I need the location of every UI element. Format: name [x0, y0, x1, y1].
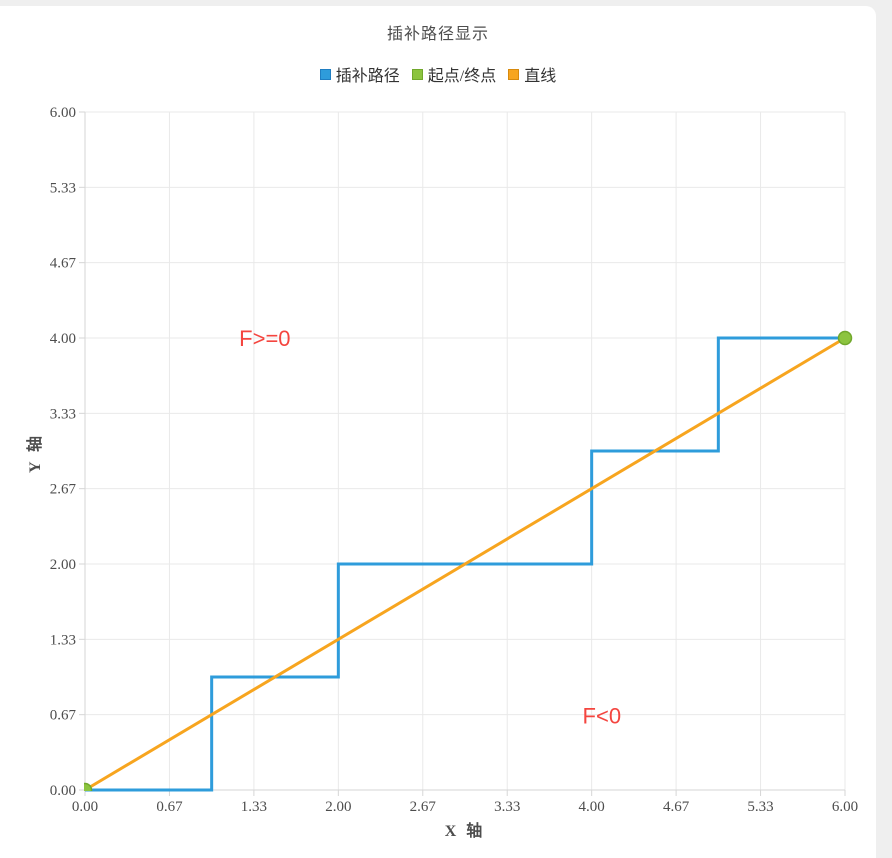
- y-tick-label: 4.00: [50, 331, 76, 347]
- x-axis-title: X 轴: [444, 823, 486, 840]
- y-tick-label: 5.33: [50, 180, 76, 196]
- x-tick-label: 3.33: [494, 799, 520, 815]
- y-tick-label: 2.00: [50, 557, 76, 573]
- chart-card: [0, 6, 876, 858]
- start-end-marker: [837, 330, 853, 346]
- legend-item-straight-line[interactable]: 直线: [508, 62, 556, 86]
- x-tick-label: 6.00: [832, 799, 858, 815]
- region-annotation: F<0: [583, 703, 622, 728]
- y-tick-label: 0.00: [50, 783, 76, 799]
- marker-layer: [84, 330, 853, 791]
- x-tick-label: 5.33: [747, 799, 773, 815]
- legend-label: 插补路径: [335, 68, 400, 85]
- legend-swatch-icon: [508, 68, 520, 80]
- legend-swatch-icon: [319, 68, 331, 80]
- x-tick-label: 4.00: [579, 799, 605, 815]
- start-end-marker: [84, 782, 93, 791]
- x-tick-label: 2.00: [325, 799, 351, 815]
- legend-item-start-end[interactable]: 起点/终点: [411, 62, 497, 86]
- y-tick-label: 1.33: [50, 632, 76, 648]
- chart-legend: 插补路径 起点/终点 直线: [0, 62, 876, 86]
- y-tick-label: 0.67: [50, 708, 77, 724]
- y-tick-label: 4.67: [50, 256, 77, 272]
- x-tick-label: 2.67: [410, 799, 437, 815]
- legend-label: 起点/终点: [427, 68, 497, 85]
- x-tick-label: 4.67: [663, 799, 690, 815]
- legend-swatch-icon: [411, 68, 423, 80]
- region-annotation: F>=0: [239, 326, 290, 351]
- y-tick-label: 2.67: [50, 482, 77, 498]
- series-straight-line: [84, 336, 846, 792]
- x-tick-label: 0.00: [72, 799, 98, 815]
- legend-label: 直线: [524, 68, 557, 85]
- x-tick-label: 0.67: [156, 799, 183, 815]
- y-tick-label: 6.00: [50, 105, 76, 121]
- y-axis-title: Y 轴: [27, 433, 44, 473]
- chart-title: 插补路径显示: [386, 26, 489, 43]
- y-tick-label: 3.33: [50, 406, 76, 422]
- legend-item-interpolation-path[interactable]: 插补路径: [319, 62, 400, 86]
- x-tick-label: 1.33: [241, 799, 267, 815]
